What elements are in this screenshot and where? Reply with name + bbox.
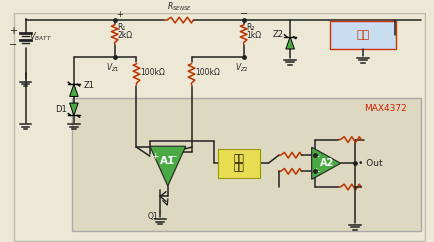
Text: +: +: [116, 10, 123, 19]
Text: $V_{BATT}$: $V_{BATT}$: [29, 31, 53, 43]
Text: Q1: Q1: [147, 212, 158, 221]
Text: 负载: 负载: [356, 30, 369, 40]
Text: +: +: [9, 26, 17, 37]
Text: 2kΩ: 2kΩ: [117, 31, 132, 40]
Text: 电流: 电流: [233, 154, 244, 163]
Text: 100kΩ: 100kΩ: [195, 68, 220, 77]
Text: A2: A2: [319, 158, 333, 168]
Text: $R_{SENSE}$: $R_{SENSE}$: [166, 0, 191, 13]
Text: −: −: [311, 151, 319, 160]
FancyBboxPatch shape: [217, 149, 259, 178]
Text: • Out: • Out: [357, 159, 381, 168]
Text: Z1: Z1: [83, 81, 94, 90]
Text: A1: A1: [160, 156, 175, 166]
Text: $V_{Z2}$: $V_{Z2}$: [234, 62, 248, 74]
FancyBboxPatch shape: [329, 21, 395, 49]
Polygon shape: [285, 37, 294, 49]
FancyBboxPatch shape: [14, 14, 424, 241]
Text: R₂: R₂: [246, 23, 254, 32]
FancyBboxPatch shape: [72, 98, 420, 231]
Text: R₁: R₁: [117, 23, 125, 32]
Text: $V_{Z1}$: $V_{Z1}$: [105, 62, 119, 74]
Text: −: −: [9, 40, 17, 50]
Text: −: −: [168, 152, 176, 161]
Text: MAX4372: MAX4372: [363, 104, 406, 113]
Text: +: +: [151, 152, 158, 161]
Polygon shape: [311, 147, 340, 179]
Polygon shape: [69, 103, 78, 115]
Polygon shape: [69, 84, 78, 96]
Text: 1kΩ: 1kΩ: [246, 31, 261, 40]
Polygon shape: [150, 146, 185, 186]
Text: 100kΩ: 100kΩ: [140, 68, 165, 77]
Text: Z2: Z2: [272, 30, 283, 39]
Text: −: −: [239, 9, 247, 19]
Text: +: +: [311, 167, 319, 176]
Text: D1: D1: [55, 105, 66, 114]
Text: 镜像: 镜像: [233, 164, 244, 173]
